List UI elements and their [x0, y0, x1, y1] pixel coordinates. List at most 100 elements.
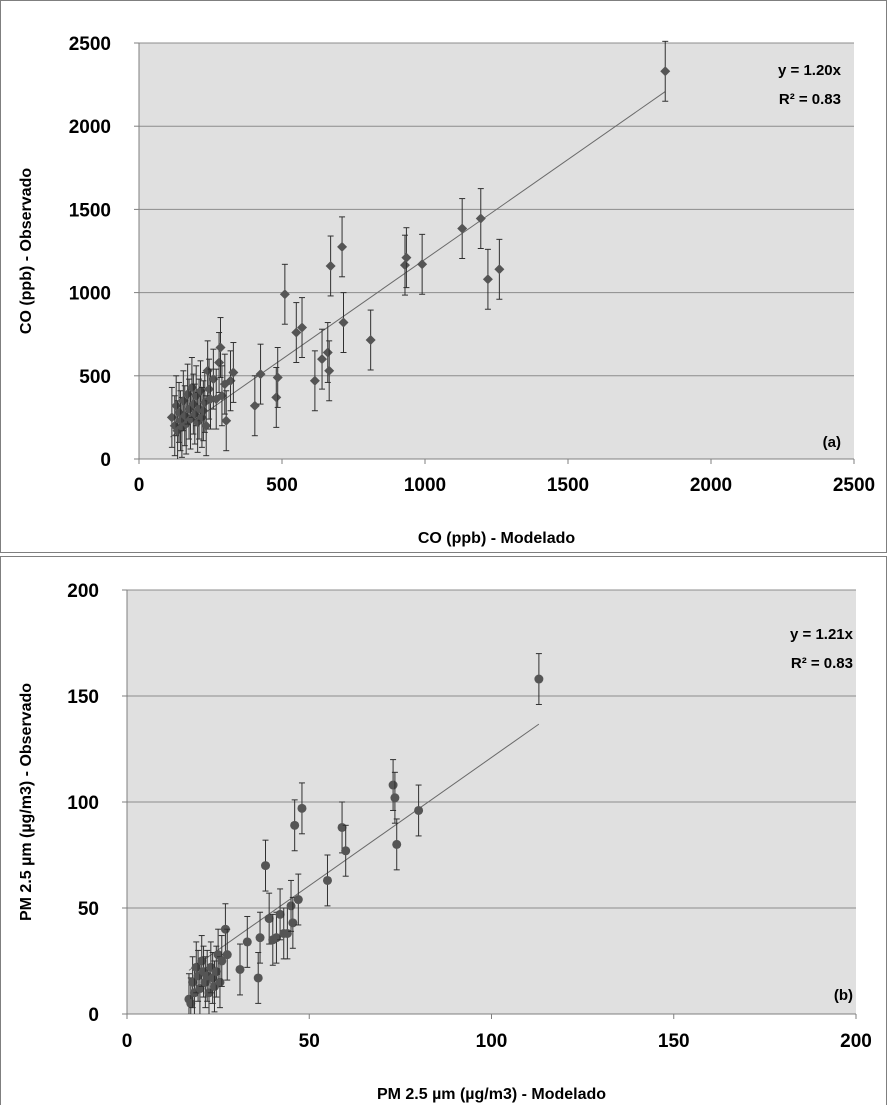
data-point — [324, 340, 335, 402]
data-point — [325, 235, 336, 297]
marker-circle — [253, 973, 263, 983]
data-point — [255, 343, 266, 405]
marker-circle — [297, 803, 307, 813]
marker-diamond — [322, 347, 333, 358]
marker-circle — [264, 914, 274, 924]
marker-circle — [242, 937, 252, 947]
plot-area — [139, 43, 854, 459]
marker-diamond — [279, 289, 290, 300]
data-point — [309, 350, 320, 412]
marker-diamond — [272, 372, 283, 383]
data-point — [475, 188, 486, 250]
marker-diamond — [271, 392, 282, 403]
x-tick-label: 2000 — [690, 475, 732, 496]
marker-diamond — [255, 369, 266, 380]
x-tick-label: 50 — [299, 1031, 320, 1052]
x-tick-label: 1500 — [547, 475, 589, 496]
data-point — [242, 915, 252, 968]
marker-diamond — [215, 342, 226, 353]
data-point — [534, 653, 544, 705]
x-tick-label: 150 — [658, 1031, 690, 1052]
y-tick-label: 200 — [67, 581, 99, 602]
marker-diamond — [337, 241, 348, 252]
marker-diamond — [482, 274, 493, 285]
data-point — [215, 317, 226, 378]
marker-circle — [322, 875, 332, 885]
data-point — [293, 873, 303, 926]
data-point — [297, 782, 307, 835]
data-point — [392, 818, 402, 871]
marker-diamond — [309, 375, 320, 386]
marker-diamond — [249, 400, 260, 411]
data-point — [317, 328, 328, 390]
data-point — [249, 375, 260, 437]
data-point — [201, 395, 212, 457]
marker-diamond — [201, 420, 212, 431]
data-point — [457, 198, 468, 259]
y-tick-label: 0 — [88, 1005, 99, 1026]
data-point — [414, 784, 424, 837]
trendline-equation: y = 1.21x — [790, 626, 854, 643]
data-point — [338, 292, 349, 354]
x-tick-label: 1000 — [404, 475, 446, 496]
y-axis-label: CO (ppb) - Observado — [18, 168, 35, 334]
co-scatter-chart: 0 500 1000 1500 2000 2500 0 500 1000 1500 2000 2500… — [18, 34, 875, 547]
data-point — [217, 935, 227, 987]
y-tick-label: 150 — [67, 687, 99, 708]
marker-circle — [388, 780, 398, 790]
chart-panel-b: 0 50 100 150 200 0 50 100 150 200 PM 2.5 µm (µg/m3… — [0, 556, 887, 1105]
marker-diamond — [214, 357, 225, 368]
marker-diamond — [475, 213, 486, 224]
marker-circle — [286, 901, 296, 911]
marker-diamond — [317, 354, 328, 365]
data-point — [365, 309, 376, 371]
marker-circle — [235, 964, 245, 974]
data-point — [322, 854, 332, 907]
y-tick-label: 2500 — [69, 34, 111, 55]
data-point — [482, 248, 493, 310]
y-tick-label: 50 — [78, 899, 99, 920]
marker-diamond — [204, 384, 215, 395]
marker-diamond — [417, 259, 428, 270]
x-tick-label: 200 — [840, 1031, 872, 1052]
data-point — [288, 896, 298, 949]
marker-circle — [215, 977, 225, 987]
x-tick-label: 2500 — [833, 475, 875, 496]
marker-circle — [290, 820, 300, 830]
marker-diamond — [325, 260, 336, 271]
data-point — [390, 771, 400, 824]
marker-circle — [255, 933, 265, 943]
marker-circle — [293, 895, 303, 905]
r-squared-label: R² = 0.83 — [779, 91, 841, 108]
y-tick-label: 2000 — [69, 117, 111, 138]
marker-diamond — [660, 66, 671, 77]
marker-diamond — [324, 365, 335, 376]
y-tick-label: 500 — [79, 367, 111, 388]
data-point — [272, 347, 283, 408]
data-point — [255, 911, 265, 964]
data-point — [494, 238, 505, 300]
marker-circle — [414, 805, 424, 815]
marker-circle — [390, 793, 400, 803]
marker-circle — [341, 846, 351, 856]
marker-diamond — [401, 252, 412, 263]
x-tick-label: 100 — [476, 1031, 508, 1052]
x-axis-label: PM 2.5 µm (µg/m3) - Modelado — [377, 1086, 606, 1103]
trendline-equation: y = 1.20x — [778, 62, 842, 79]
marker-diamond — [291, 327, 302, 338]
marker-diamond — [228, 367, 239, 378]
data-point — [221, 390, 232, 452]
marker-diamond — [338, 317, 349, 328]
marker-diamond — [494, 264, 505, 275]
marker-circle — [534, 674, 544, 684]
data-point — [279, 263, 290, 325]
marker-diamond — [221, 415, 232, 426]
data-point — [401, 227, 412, 289]
data-point — [290, 799, 300, 852]
x-tick-label: 0 — [122, 1031, 133, 1052]
data-point — [222, 928, 232, 981]
y-tick-label: 1000 — [69, 284, 111, 305]
y-axis-label: PM 2.5 µm (µg/m3) - Observado — [18, 683, 35, 921]
data-point — [660, 40, 671, 102]
y-tick-label: 0 — [100, 450, 111, 471]
